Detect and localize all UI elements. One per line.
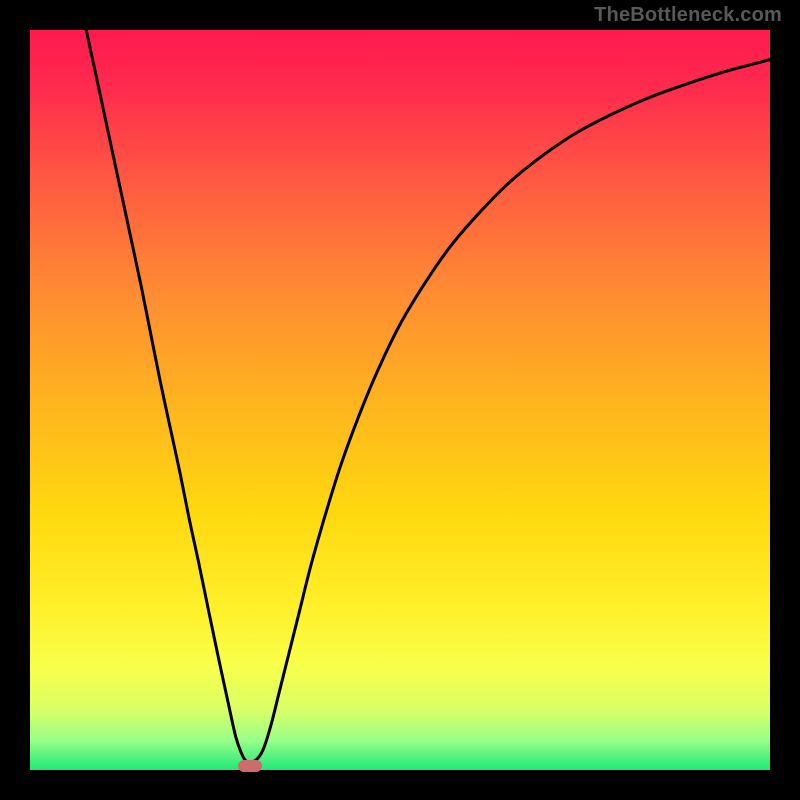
min-marker <box>238 760 262 772</box>
chart-container: TheBottleneck.com <box>0 0 800 800</box>
bottleneck-curve <box>86 30 770 763</box>
watermark-text: TheBottleneck.com <box>594 4 782 27</box>
plot-area <box>30 30 770 770</box>
curve-svg <box>30 30 770 770</box>
